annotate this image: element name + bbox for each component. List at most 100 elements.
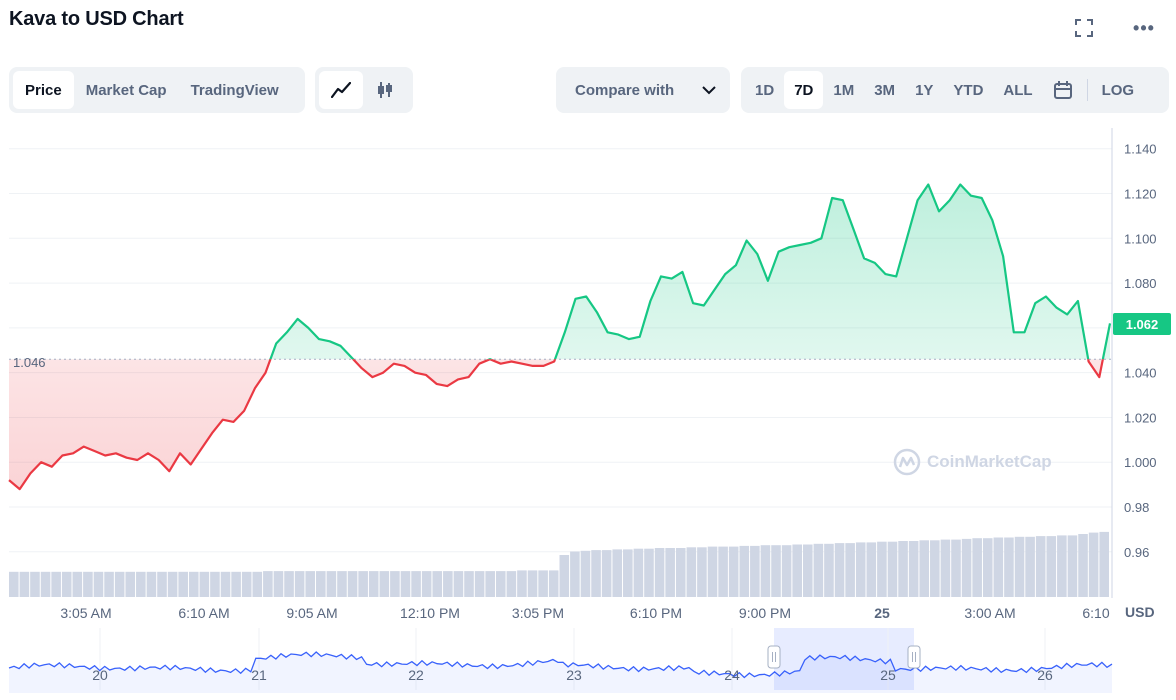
navigator-area <box>9 652 1112 693</box>
volume-bar <box>136 571 146 597</box>
volume-bar <box>368 571 379 597</box>
tab-market-cap[interactable]: Market Cap <box>85 81 167 99</box>
range-ytd[interactable]: YTD <box>953 81 984 99</box>
x-tick-label: 6:10 PM <box>630 605 682 621</box>
log-scale-toggle[interactable]: LOG <box>1101 81 1135 99</box>
volume-bar <box>633 548 644 597</box>
volume-bar <box>771 545 781 597</box>
volume-bar <box>697 547 707 597</box>
volume-bar <box>241 571 252 597</box>
volume-bar <box>358 571 368 597</box>
navigator-label: 22 <box>408 667 424 683</box>
watermark-text: CoinMarketCap <box>927 452 1052 471</box>
x-tick-label: 25 <box>874 605 890 621</box>
more-icon: ••• <box>1133 17 1155 38</box>
volume-bar <box>1057 535 1067 597</box>
x-tick-label: 9:00 PM <box>739 605 791 621</box>
range-1d[interactable]: 1D <box>755 81 775 99</box>
calendar-button[interactable] <box>1043 71 1083 109</box>
volume-bar <box>845 543 855 597</box>
volume-bar <box>1099 531 1109 597</box>
volume-bar <box>72 571 83 597</box>
volume-bar <box>125 571 136 597</box>
x-tick-label: 12:10 PM <box>400 605 460 621</box>
navigator-handle[interactable] <box>767 645 781 669</box>
volume-bar <box>326 571 337 597</box>
volume-bar <box>824 543 834 597</box>
x-axis-labels: 3:05 AM 6:10 AM 9:05 AM 12:10 PM 3:05 PM 6:10… <box>60 605 1110 621</box>
more-options-button[interactable]: ••• <box>1130 14 1158 42</box>
volume-bar <box>792 544 802 597</box>
navigator-label: 23 <box>566 667 582 683</box>
range-3m[interactable]: 3M <box>874 81 896 99</box>
volume-bar <box>1088 532 1099 597</box>
volume-bar <box>294 571 305 597</box>
tab-tradingview[interactable]: TradingView <box>190 81 279 99</box>
volume-bar <box>919 540 930 597</box>
candlestick-icon <box>378 82 392 98</box>
volume-bar <box>993 537 1004 597</box>
volume-bar <box>167 571 178 597</box>
volume-bar <box>1067 535 1078 597</box>
coinmarketcap-watermark: CoinMarketCap <box>893 448 1052 476</box>
range-1m[interactable]: 1M <box>833 81 855 99</box>
range-navigator[interactable]: 20 21 22 23 24 25 26 <box>8 628 1113 693</box>
volume-bar <box>961 538 972 597</box>
view-toggle: Price Market Cap TradingView <box>9 67 305 113</box>
range-all[interactable]: ALL <box>1003 81 1033 99</box>
volume-bar <box>178 571 188 597</box>
page-title: Kava to USD Chart <box>9 8 184 30</box>
volume-bar <box>263 571 273 597</box>
volume-bar <box>898 541 908 597</box>
volume-bar <box>538 570 548 597</box>
volume-bar <box>188 571 199 597</box>
y-tick-label: 1.100 <box>1124 231 1157 246</box>
calendar-icon <box>1053 81 1072 99</box>
volume-bar <box>591 550 601 597</box>
y-tick-label: 1.120 <box>1124 187 1157 202</box>
volume-bar <box>654 548 665 597</box>
navigator-label: 25 <box>880 667 896 683</box>
volume-bar <box>347 571 358 597</box>
line-chart-icon <box>331 82 351 98</box>
navigator-handle[interactable] <box>907 645 921 669</box>
tab-price[interactable]: Price <box>13 71 74 109</box>
volume-bar <box>432 571 443 597</box>
volume-bar <box>411 571 421 597</box>
volume-bar <box>580 550 591 597</box>
compare-with-dropdown[interactable]: Compare with <box>556 67 730 113</box>
y-tick-label: 1.040 <box>1124 366 1157 381</box>
coinmarketcap-logo-icon <box>893 448 921 476</box>
volume-bar <box>252 571 263 597</box>
y-tick-label: 0.96 <box>1124 545 1149 560</box>
range-1y[interactable]: 1Y <box>915 81 934 99</box>
chevron-down-icon <box>702 86 716 95</box>
candlestick-chart-button[interactable] <box>363 71 407 109</box>
x-tick-label: 6:10 <box>1082 605 1109 621</box>
y-tick-label: 0.98 <box>1124 500 1149 515</box>
volume-bar <box>1014 536 1025 597</box>
navigator-line <box>8 651 1113 679</box>
area-down <box>9 359 1103 490</box>
volume-bar <box>83 571 93 597</box>
volume-bar <box>9 571 19 597</box>
volume-bar <box>855 542 866 597</box>
range-7d[interactable]: 7D <box>784 71 824 109</box>
volume-bar <box>908 541 919 597</box>
volume-bar <box>1046 536 1057 597</box>
volume-bar <box>485 571 495 597</box>
fullscreen-button[interactable] <box>1070 14 1098 42</box>
volume-bar <box>506 571 517 597</box>
volume-bar <box>930 540 940 597</box>
compare-with-label: Compare with <box>575 81 675 99</box>
line-chart-button[interactable] <box>319 71 363 109</box>
y-tick-label: 1.080 <box>1124 276 1157 291</box>
time-range-toggle: 1D 7D 1M 3M 1Y YTD ALL LOG <box>741 67 1169 113</box>
price-chart[interactable]: 1.1401.1201.1001.0801.0601.0401.0201.000… <box>0 128 1176 700</box>
navigator-label: 21 <box>251 667 267 683</box>
x-tick-label: 9:05 AM <box>286 605 337 621</box>
y-tick-label: 1.020 <box>1124 410 1157 425</box>
price-line <box>8 183 1112 491</box>
volume-bar <box>877 541 887 597</box>
volume-bar <box>718 546 728 597</box>
